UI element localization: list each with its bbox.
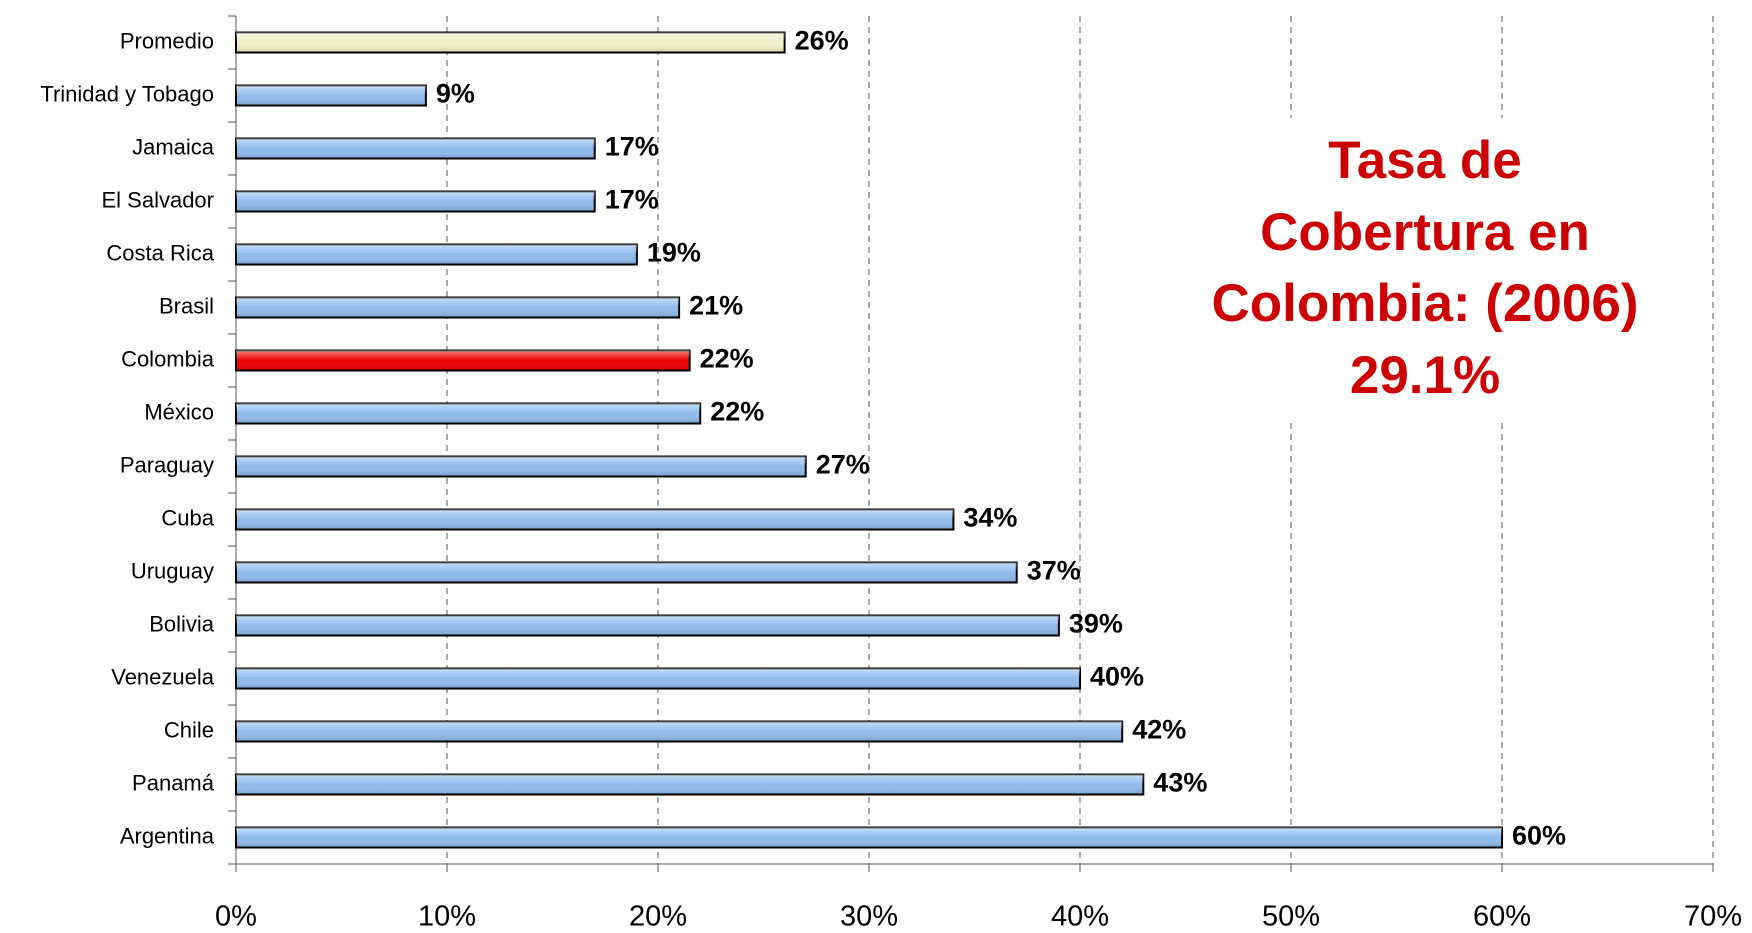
- x-tick-label: 60%: [1473, 901, 1531, 933]
- y-tick-label: Uruguay: [131, 558, 214, 583]
- x-tick-label: 70%: [1684, 901, 1742, 933]
- y-tick-label: Paraguay: [120, 452, 214, 477]
- x-tick-label: 20%: [629, 901, 687, 933]
- data-label: 21%: [689, 291, 743, 321]
- annotation: Colombia: (2006): [1211, 274, 1638, 333]
- x-tick-label: 50%: [1262, 901, 1320, 933]
- y-tick-label: Promedio: [120, 28, 214, 53]
- bar-shade: [236, 350, 690, 371]
- annotation-background: [1190, 118, 1660, 418]
- data-label: 43%: [1153, 768, 1207, 798]
- bar-shade: [236, 85, 426, 106]
- y-tick-label: Bolivia: [149, 611, 215, 636]
- bar-shade: [236, 403, 701, 424]
- data-label: 60%: [1512, 821, 1566, 851]
- data-label: 19%: [647, 238, 701, 268]
- x-tick-label: 10%: [418, 901, 476, 933]
- annotation: Tasa de: [1328, 131, 1521, 190]
- bar-shade: [236, 456, 806, 477]
- data-label: 42%: [1132, 715, 1186, 745]
- x-tick-label: 30%: [840, 901, 898, 933]
- y-tick-label: El Salvador: [101, 187, 214, 212]
- y-tick-label: Panamá: [132, 770, 215, 795]
- data-label: 22%: [710, 397, 764, 427]
- bar-shade: [236, 615, 1059, 636]
- y-tick-label: Costa Rica: [106, 240, 214, 265]
- bar-shade: [236, 297, 680, 318]
- bar-shade: [236, 721, 1123, 742]
- y-tick-label: México: [144, 399, 214, 424]
- y-tick-label: Brasil: [159, 293, 214, 318]
- y-tick-label: Trinidad y Tobago: [40, 81, 214, 106]
- data-label: 22%: [700, 344, 754, 374]
- bar-shade: [236, 827, 1502, 848]
- bar-shade: [236, 138, 595, 159]
- bar-shade: [236, 668, 1080, 689]
- data-label: 26%: [795, 26, 849, 56]
- y-tick-label: Colombia: [121, 346, 215, 371]
- bar-shade: [236, 774, 1144, 795]
- data-label: 34%: [963, 503, 1017, 533]
- x-tick-label: 0%: [215, 901, 257, 933]
- annotation: Cobertura en: [1260, 203, 1590, 262]
- data-label: 9%: [436, 79, 475, 109]
- y-tick-label: Venezuela: [111, 664, 215, 689]
- x-tick-label: 40%: [1051, 901, 1109, 933]
- annotation: 29.1%: [1350, 346, 1500, 405]
- y-tick-label: Argentina: [120, 823, 215, 848]
- bar-shade: [236, 191, 595, 212]
- y-tick-label: Jamaica: [132, 134, 215, 159]
- data-label: 27%: [816, 450, 870, 480]
- data-label: 17%: [605, 132, 659, 162]
- bar-shade: [236, 509, 954, 530]
- y-tick-label: Chile: [164, 717, 214, 742]
- bar-shade: [236, 562, 1017, 583]
- data-label: 39%: [1069, 609, 1123, 639]
- data-label: 40%: [1090, 662, 1144, 692]
- y-tick-label: Cuba: [161, 505, 214, 530]
- data-label: 37%: [1027, 556, 1081, 586]
- data-label: 17%: [605, 185, 659, 215]
- bar-shade: [236, 244, 637, 265]
- bar-shade: [236, 32, 785, 53]
